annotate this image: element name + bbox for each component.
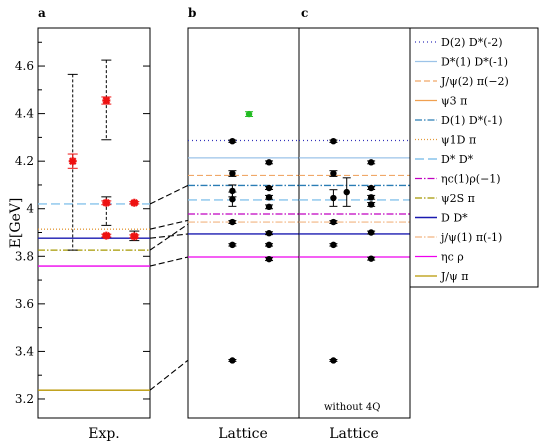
panel-frame-b [187, 27, 300, 419]
lattice-b-point-10 [265, 194, 273, 201]
lattice-c-point-7 [367, 159, 375, 166]
lattice-b-point-1 [229, 170, 236, 177]
y-tick-label-5: 4.2 [15, 154, 34, 168]
exp-state-5 [130, 232, 139, 241]
lattice-c-point-9 [367, 194, 375, 201]
lattice-b-point-3 [229, 196, 236, 203]
y-tick-label-1: 3.4 [15, 344, 34, 358]
lattice-c-point-4 [330, 241, 337, 249]
lattice-b-point-5 [229, 241, 236, 249]
y-tick-label-3: 3.8 [15, 249, 34, 263]
exp-state-1 [102, 96, 111, 105]
lattice-c-point-1 [330, 170, 337, 177]
panel-letter-a: a [38, 6, 46, 20]
connector-4 [149, 219, 189, 230]
lattice-b-point-11 [265, 203, 273, 211]
lattice-c-point-5 [330, 357, 337, 364]
exp-state-2 [102, 198, 111, 207]
legend-entry-3: ψ3 π [441, 95, 467, 108]
lattice-c-point-2 [330, 194, 337, 202]
x-label-lattice-c: Lattice [329, 426, 379, 442]
connector-5 [149, 184, 189, 205]
lattice-b-point-9 [265, 184, 273, 192]
connector-3 [149, 233, 189, 239]
legend-entry-j: J/ψ π [440, 270, 468, 283]
panel-c [298, 27, 411, 419]
panel-frame-a [37, 27, 151, 419]
legend: D(2) D*(-2) D*(1) D*(-1) J/ψ(2) π(−2) ψ3 π D… [409, 27, 539, 288]
legend-entry-d-d: D D* [441, 212, 468, 225]
panel-letter-b: b [188, 6, 196, 20]
legend-entry-d-d: D* D* [441, 153, 474, 166]
y-tick-label-0: 3.2 [15, 392, 34, 406]
lattice-c-point-12 [367, 255, 375, 262]
exp-state-4 [130, 198, 139, 207]
panel-letter-c: c [301, 6, 308, 20]
legend-entry-j-2-2: J/ψ(2) π(−2) [440, 75, 509, 88]
lattice-b-point-14 [265, 255, 273, 263]
panel-frame-c [298, 27, 411, 419]
panel-b [187, 27, 300, 419]
panel-note-without-4q: without 4Q [324, 402, 380, 413]
legend-entry-d-1-d-1: D*(1) D*(-1) [441, 56, 508, 69]
legend-entry-c-1-1: ηc(1)ρ(−1) [441, 173, 501, 186]
y-tick-label-4: 4 [26, 202, 34, 216]
legend-entry-c: ηc ρ [441, 251, 464, 264]
lattice-c-point-3 [330, 218, 337, 226]
legend-entry-d-1-d-1: D(1) D*(-1) [441, 114, 503, 127]
y-axis: 3.2 3.4 3.6 3.8 4 4.2 4.4 4.6 [15, 41, 150, 406]
connector-2 [149, 223, 189, 251]
connector-0 [149, 359, 189, 391]
lattice-b-point-12 [265, 230, 273, 237]
lattice-c-point-6 [343, 188, 350, 196]
connector-1 [149, 256, 189, 267]
y-tick-label-7: 4.6 [15, 59, 34, 73]
lattice-c-point-8 [367, 184, 375, 192]
x-label-exp: Exp. [88, 426, 120, 442]
lattice-b-point-6 [229, 357, 236, 364]
lattice-b-point-8 [265, 159, 273, 166]
legend-entry-2s: ψ2S π [441, 192, 475, 205]
lattice-b-point-0 [229, 137, 236, 145]
exp-state-0 [68, 157, 77, 166]
lattice-b-point-4 [229, 218, 236, 226]
legend-box [409, 27, 539, 288]
y-axis-title: E[GeV] [8, 198, 24, 249]
y-tick-label-2: 3.6 [15, 297, 34, 311]
lattice-c-point-0 [330, 137, 337, 145]
connector-layer [149, 184, 189, 391]
lattice-b-point-13 [265, 241, 273, 249]
lattice-c-point-11 [367, 229, 375, 236]
y-tick-label-6: 4.4 [15, 107, 34, 121]
exp-state-3 [102, 231, 111, 240]
legend-entry-1d: ψ1D π [441, 134, 476, 147]
lattice-c-point-10 [367, 201, 375, 208]
x-label-lattice-b: Lattice [218, 426, 268, 442]
panel-a [37, 27, 151, 419]
lattice-b-point-7 [245, 110, 253, 118]
legend-entry-d-2-d-2: D(2) D*(-2) [441, 36, 503, 49]
legend-entry-j-1-1: j/ψ(1) π(-1) [439, 231, 502, 244]
